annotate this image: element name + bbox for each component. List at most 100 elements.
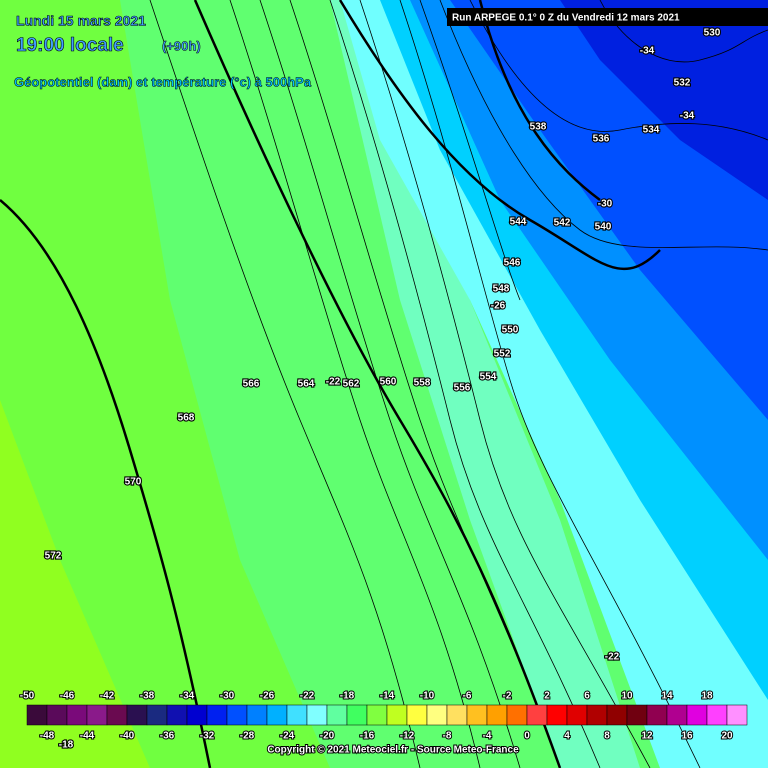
contour-label: 556	[454, 383, 471, 394]
color-swatch	[86, 704, 108, 726]
color-swatch	[326, 704, 348, 726]
colorbar-label: -22	[300, 691, 315, 702]
contour-label: -30	[598, 199, 613, 210]
colorbar-label: -38	[140, 691, 155, 702]
colorbar-label: 6	[584, 691, 590, 702]
color-swatch	[606, 704, 628, 726]
colorbar-label: 16	[681, 731, 693, 742]
contour-label: -34	[680, 111, 695, 122]
contour-label: 568	[178, 413, 195, 424]
color-swatch	[726, 704, 748, 726]
contour-label: 534	[643, 125, 660, 136]
color-swatch	[586, 704, 608, 726]
color-swatch	[166, 704, 188, 726]
contour-label: 562	[343, 379, 360, 390]
color-swatch	[646, 704, 668, 726]
color-swatch	[106, 704, 128, 726]
color-swatch	[706, 704, 728, 726]
color-swatch	[546, 704, 568, 726]
colorbar-label: 12	[641, 731, 653, 742]
contour-label: -22	[326, 377, 341, 388]
colorbar-label: -48	[40, 731, 55, 742]
color-swatch	[46, 704, 68, 726]
color-swatch	[126, 704, 148, 726]
colorbar-label: -44	[80, 731, 95, 742]
color-swatch	[346, 704, 368, 726]
color-swatch	[266, 704, 288, 726]
colorbar-label: -20	[320, 731, 335, 742]
warm-zone	[0, 400, 150, 768]
thick-contours	[0, 0, 661, 769]
colorbar-label: 20	[721, 731, 733, 742]
colorbar-label: -2	[503, 691, 512, 702]
contour-label: 546	[504, 258, 521, 269]
colorbar-label: -26	[260, 691, 275, 702]
colorbar-label: 4	[564, 731, 570, 742]
lead: (+90h)	[162, 38, 201, 53]
cool-zone	[330, 0, 640, 768]
contour-label: 564	[298, 379, 315, 390]
color-swatch	[246, 704, 268, 726]
colorbar-label: -40	[120, 731, 135, 742]
contour-label: -34	[640, 46, 655, 57]
time: 19:00 locale	[16, 35, 124, 56]
color-swatch	[66, 704, 88, 726]
contour-label: 548	[493, 284, 510, 295]
colorbar-label: -42	[100, 691, 115, 702]
colorbar-label: -50	[20, 691, 35, 702]
run-banner	[447, 8, 768, 26]
color-swatch	[286, 704, 308, 726]
color-swatch	[186, 704, 208, 726]
colorbar-label: -8	[443, 731, 452, 742]
colorbar-label: -30	[220, 691, 235, 702]
color-swatch	[206, 704, 228, 726]
contour-label: 558	[414, 378, 431, 389]
contour-label: 538	[530, 122, 547, 133]
contour-label: -26	[491, 301, 506, 312]
color-swatch	[666, 704, 688, 726]
colorbar-label: -46	[60, 691, 75, 702]
color-swatch	[306, 704, 328, 726]
color-swatch	[386, 704, 408, 726]
colorbar-label: -24	[280, 731, 295, 742]
color-swatch	[366, 704, 388, 726]
color-swatch	[226, 704, 248, 726]
contour-label: 536	[593, 134, 610, 145]
color-swatch	[506, 704, 528, 726]
colorbar-label: 10	[621, 691, 633, 702]
contour-label: 560	[380, 377, 397, 388]
contour-label: -18	[59, 740, 74, 751]
contour-label: 544	[510, 217, 527, 228]
colorbar-label: -34	[180, 691, 195, 702]
contour-label: 572	[45, 551, 62, 562]
date: Lundi 15 mars 2021	[16, 13, 146, 29]
colorbar-label: 0	[524, 731, 530, 742]
contour-label: 550	[502, 325, 519, 336]
color-swatch	[26, 704, 48, 726]
copyright: Copyright © 2021 Meteociel.fr - Source M…	[267, 745, 519, 756]
contour-label: 530	[704, 28, 721, 39]
contour-label: 532	[674, 78, 691, 89]
color-swatch	[466, 704, 488, 726]
cold-zone	[560, 0, 768, 200]
color-swatch	[446, 704, 468, 726]
contours	[149, 0, 768, 769]
color-swatch	[406, 704, 428, 726]
colorbar-label: 18	[701, 691, 713, 702]
run-info: Run ARPEGE 0.1° 0 Z du Vendredi 12 mars …	[452, 13, 680, 24]
colorbar-label: -12	[400, 731, 415, 742]
color-swatch	[626, 704, 648, 726]
colorbar-label: 2	[544, 691, 550, 702]
color-swatch	[526, 704, 548, 726]
color-swatch	[486, 704, 508, 726]
color-swatch	[686, 704, 708, 726]
colorbar-label: -14	[380, 691, 395, 702]
colorbar-label: -16	[360, 731, 375, 742]
colorbar-label: -10	[420, 691, 435, 702]
color-swatch	[426, 704, 448, 726]
color-swatch	[146, 704, 168, 726]
colorbar-label: 8	[604, 731, 610, 742]
subtitle: Géopotentiel (dam) et température (°c) à…	[14, 74, 312, 89]
colorbar-label: -36	[160, 731, 175, 742]
